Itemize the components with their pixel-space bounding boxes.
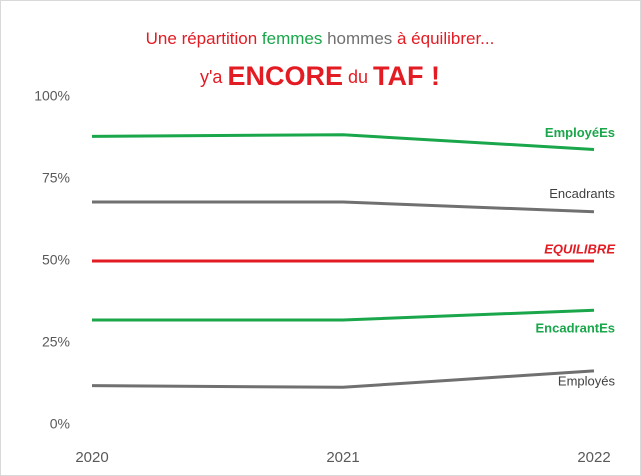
series-label: EQUILIBRE	[544, 241, 615, 256]
y-tick-label: 75%	[42, 170, 70, 186]
series-label: EncadrantEs	[536, 321, 615, 336]
series-label: EmployéEs	[545, 125, 615, 140]
series-label: Employés	[558, 373, 616, 388]
series-line	[92, 308, 595, 322]
title-part: Une répartition	[146, 29, 262, 48]
y-tick-label: 0%	[50, 416, 70, 432]
title-part: ENCORE	[227, 61, 343, 91]
y-tick-label: 25%	[42, 334, 70, 350]
x-tick-label: 2021	[326, 449, 359, 466]
chart-title: y'a ENCORE du TAF !	[200, 61, 440, 91]
title-part: TAF	[373, 61, 423, 91]
x-tick-label: 2022	[577, 449, 610, 466]
title-part: hommes	[322, 29, 392, 48]
series-line	[92, 200, 595, 214]
series-label: Encadrants	[549, 186, 615, 201]
title-part: !	[423, 61, 440, 91]
x-tick-label: 2020	[75, 449, 108, 466]
series-line	[91, 369, 595, 389]
y-tick-label: 50%	[42, 252, 70, 268]
chart-title: Une répartition femmes hommes à équilibr…	[146, 29, 495, 48]
title-part: y'a	[200, 67, 227, 87]
series-line	[91, 133, 595, 151]
title-part: femmes	[262, 29, 322, 48]
title-part: à équilibrer...	[392, 29, 494, 48]
title-part: du	[343, 67, 373, 87]
y-tick-label: 100%	[34, 88, 70, 104]
